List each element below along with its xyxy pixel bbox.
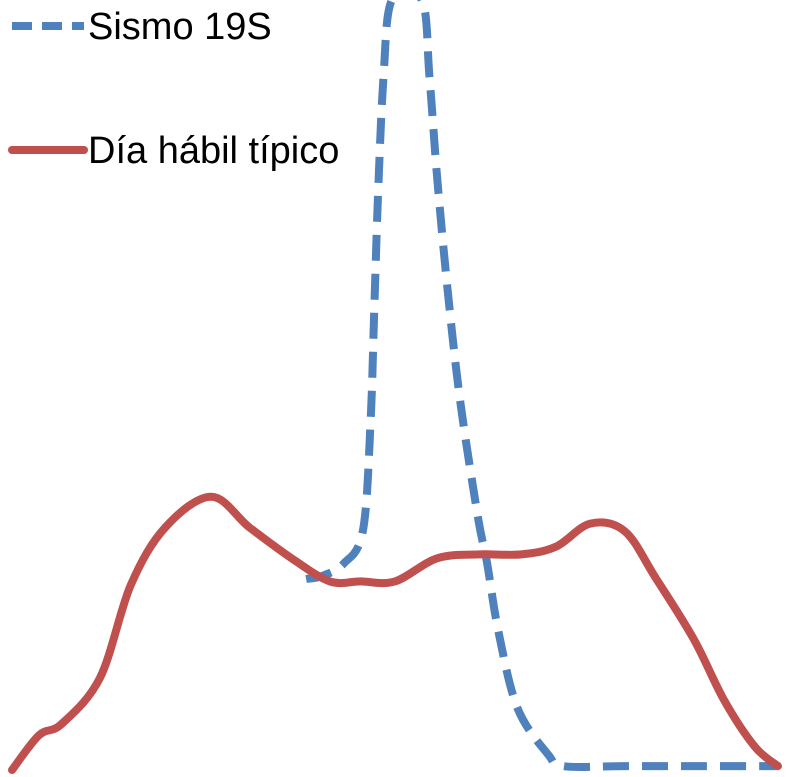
legend-label-dia-habil-tipico: Día hábil típico xyxy=(88,130,339,172)
series-line-sismo-19s xyxy=(305,0,778,771)
legend: Sismo 19S Día hábil típico xyxy=(8,6,339,172)
legend-label-sismo-19s: Sismo 19S xyxy=(88,6,272,48)
plot-area xyxy=(8,0,782,774)
series-line-dia-habil-tipico xyxy=(8,492,782,774)
